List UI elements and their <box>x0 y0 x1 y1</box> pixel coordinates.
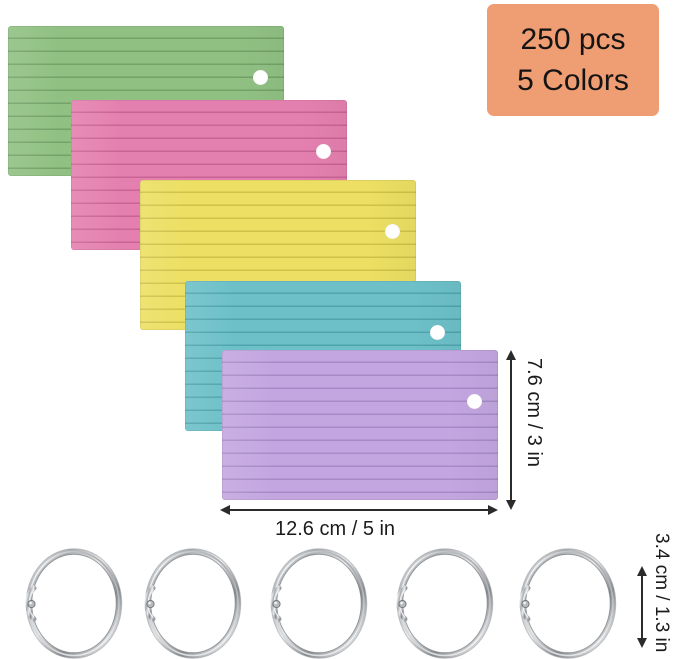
height-arrow-bottom <box>506 500 516 510</box>
binder-ring-4 <box>393 548 497 659</box>
badge-colors-label: 5 Colors <box>517 64 629 97</box>
hole-punch <box>467 394 482 409</box>
binder-ring-3 <box>267 548 371 659</box>
ring-arrow-bottom <box>637 638 647 648</box>
card-height-label: 7.6 cm / 3 in <box>523 358 545 467</box>
ring-dimension-line <box>641 574 643 642</box>
card-width-label: 12.6 cm / 5 in <box>275 518 396 540</box>
index-card-purple <box>222 350 498 500</box>
width-arrow-left <box>220 505 230 515</box>
height-arrow-top <box>506 350 516 360</box>
binder-ring-5 <box>516 548 620 659</box>
binder-ring-2 <box>141 548 245 659</box>
ring-arrow-top <box>637 566 647 576</box>
hole-punch <box>430 325 445 340</box>
width-dimension-line <box>228 509 492 511</box>
ruled-lines <box>222 350 498 500</box>
badge-quantity-label: 250 pcs <box>520 22 626 56</box>
hole-punch <box>316 144 331 159</box>
binder-ring-row <box>0 548 679 659</box>
height-dimension-line <box>510 358 512 500</box>
binder-ring-1 <box>22 548 126 659</box>
hole-punch <box>253 70 268 85</box>
hole-punch <box>385 224 400 239</box>
quantity-badge: 250 pcs 5 Colors <box>487 4 659 116</box>
width-arrow-right <box>488 505 498 515</box>
card-edge <box>222 350 498 500</box>
